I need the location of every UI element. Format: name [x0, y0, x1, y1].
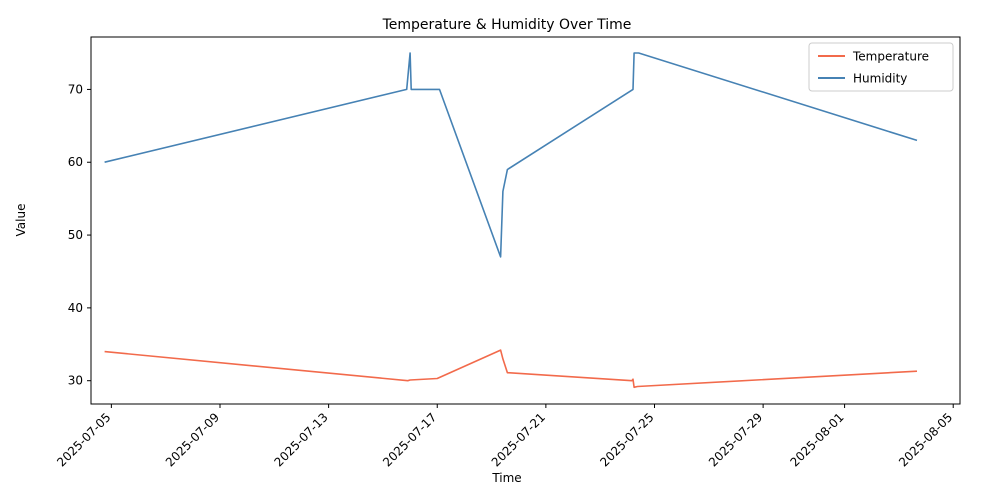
x-axis-title: Time: [491, 471, 521, 485]
legend-label-temperature: Temperature: [852, 50, 929, 64]
series-line-temperature: [104, 349, 918, 389]
y-tick-label: 70: [68, 82, 83, 96]
y-tick-label: 50: [68, 228, 83, 242]
plot-area-frame: [90, 36, 961, 405]
y-axis: 30 40 50 60 70: [68, 82, 91, 388]
chart-title: Temperature & Humidity Over Time: [382, 17, 632, 33]
y-tick-label: 30: [68, 374, 83, 388]
series-line-humidity: [104, 52, 918, 258]
legend-label-humidity: Humidity: [853, 72, 907, 86]
y-axis-title: Value: [14, 204, 28, 237]
y-tick-label: 40: [68, 301, 83, 315]
y-tick-label: 60: [68, 155, 83, 169]
legend: Temperature Humidity: [808, 42, 954, 92]
series-layer: [104, 52, 918, 389]
